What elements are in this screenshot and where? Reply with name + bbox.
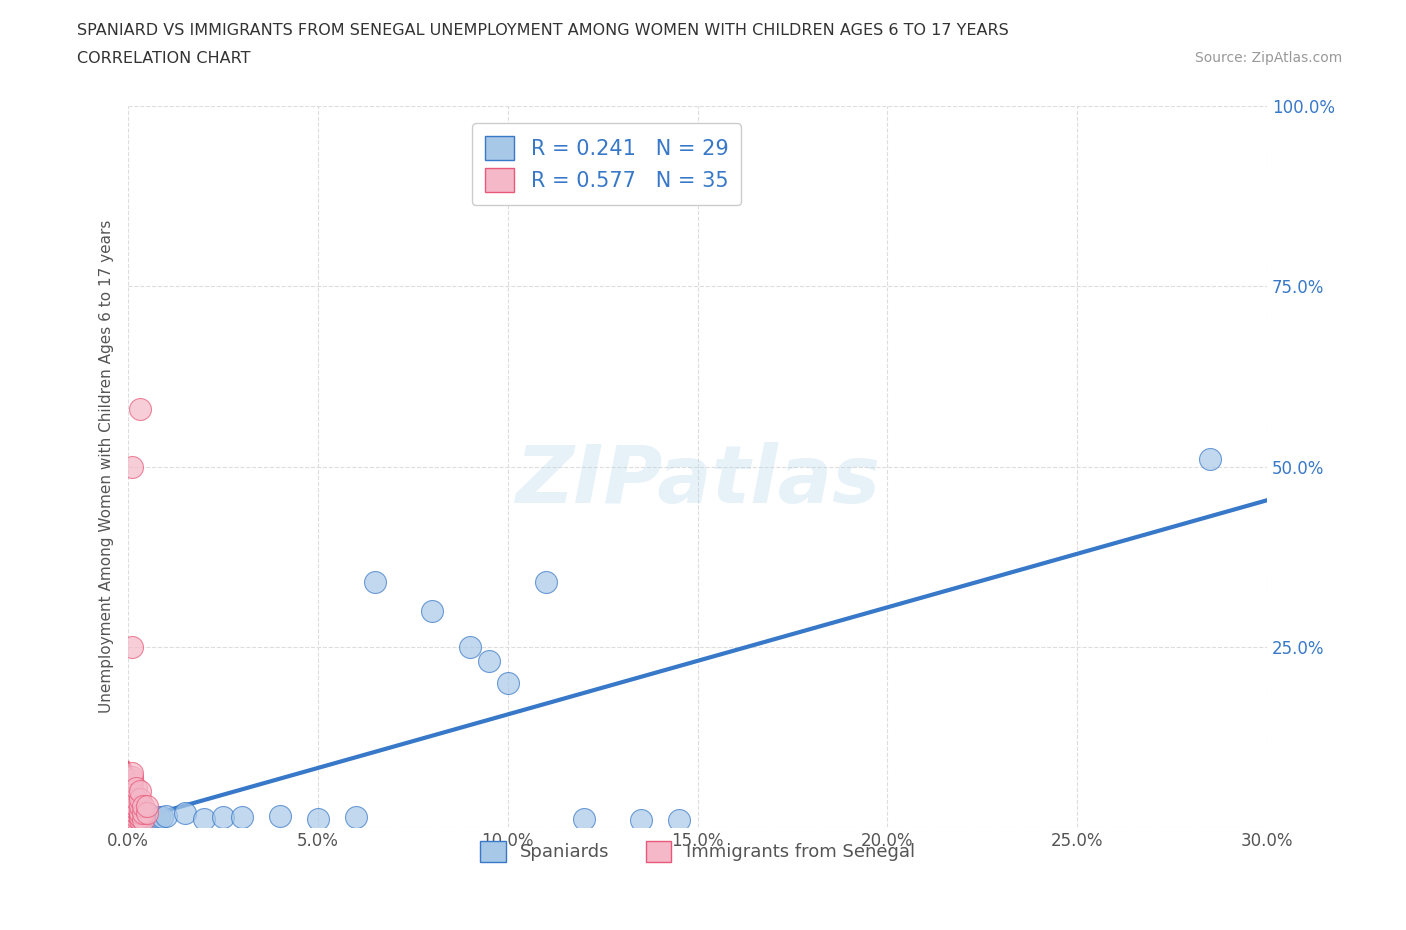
Point [121,798,143,813]
Point [136,809,159,824]
Point [125,809,148,824]
Text: CORRELATION CHART: CORRELATION CHART [77,51,250,66]
Point [458,640,481,655]
Point [344,810,367,825]
Point [136,805,159,820]
Point [121,780,143,795]
Point [125,813,148,828]
Point [152,809,174,824]
Point [212,809,235,824]
Point [132,805,155,820]
Point [128,798,150,813]
Point [125,798,148,813]
Point [155,808,177,823]
Point [132,813,155,828]
Point [125,807,148,822]
Point [1199,452,1222,467]
Point [148,810,170,825]
Point [121,788,143,803]
Text: SPANIARD VS IMMIGRANTS FROM SENEGAL UNEMPLOYMENT AMONG WOMEN WITH CHILDREN AGES : SPANIARD VS IMMIGRANTS FROM SENEGAL UNEM… [77,23,1010,38]
Point [125,780,148,795]
Point [128,804,150,819]
Point [174,805,197,820]
Point [143,811,166,826]
Point [128,809,150,824]
Point [128,791,150,806]
Legend: Spaniards, Immigrants from Senegal: Spaniards, Immigrants from Senegal [474,833,922,869]
Point [630,813,652,828]
Point [128,809,150,824]
Point [121,805,143,820]
Point [496,675,519,690]
Point [121,795,143,810]
Point [125,802,148,817]
Point [668,813,690,828]
Point [125,791,148,806]
Point [121,784,143,799]
Point [231,810,253,825]
Point [121,809,143,824]
Point [121,640,143,655]
Point [125,805,148,820]
Point [121,459,143,474]
Point [128,813,150,828]
Point [121,769,143,784]
Point [132,807,155,822]
Point [121,777,143,791]
Point [121,805,143,820]
Point [128,784,150,799]
Point [128,805,150,820]
Y-axis label: Unemployment Among Women with Children Ages 6 to 17 years: Unemployment Among Women with Children A… [100,219,114,713]
Point [307,811,329,826]
Text: Source: ZipAtlas.com: Source: ZipAtlas.com [1195,51,1343,65]
Text: ZIPatlas: ZIPatlas [515,442,880,520]
Point [269,808,291,823]
Point [193,811,215,826]
Point [121,791,143,806]
Point [121,773,143,788]
Point [128,402,150,417]
Point [534,575,557,590]
Point [420,604,443,618]
Point [132,798,155,813]
Point [478,654,501,669]
Point [121,813,143,828]
Point [572,811,595,826]
Point [136,805,159,820]
Point [136,798,159,813]
Point [139,808,162,823]
Point [121,802,143,817]
Point [121,765,143,780]
Point [364,575,387,590]
